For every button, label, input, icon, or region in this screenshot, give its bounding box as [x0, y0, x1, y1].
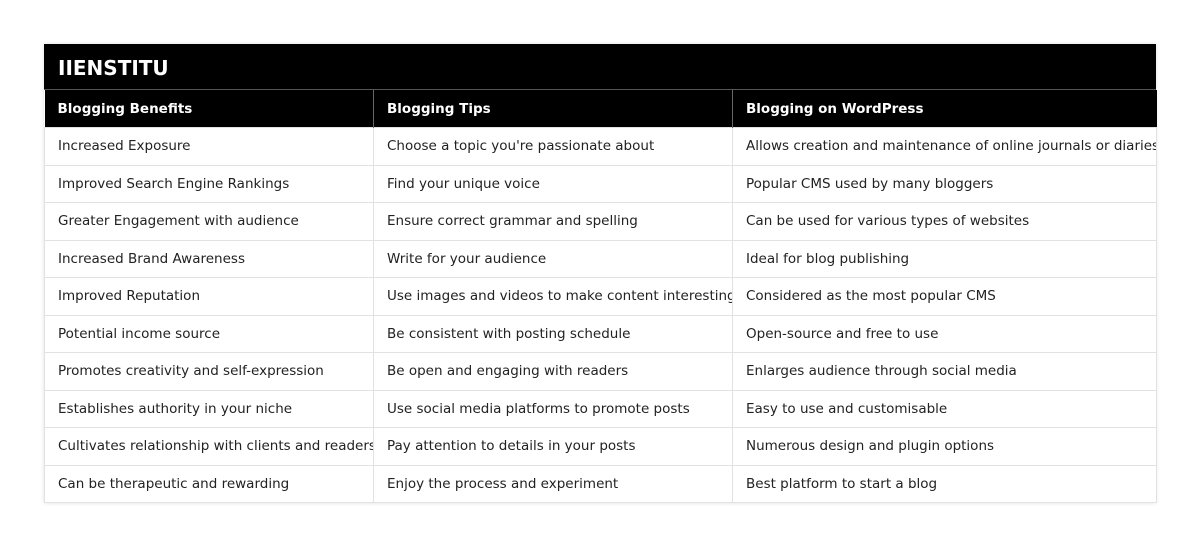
table-row: Establishes authority in your niche Use s… [44, 389, 1157, 428]
table-cell: Popular CMS used by many bloggers [732, 164, 1157, 203]
table-cell: Use images and videos to make content in… [373, 277, 733, 316]
table-row: Increased Brand Awareness Write for your … [44, 239, 1157, 278]
table-cell: Write for your audience [373, 239, 733, 278]
table-row: Greater Engagement with audience Ensure c… [44, 202, 1157, 241]
table-cell: Establishes authority in your niche [44, 389, 374, 428]
table-cell: Open-source and free to use [732, 314, 1157, 353]
table-cell: Be open and engaging with readers [373, 352, 733, 391]
table-cell: Ensure correct grammar and spelling [373, 202, 733, 241]
table-cell: Promotes creativity and self-expression [44, 352, 374, 391]
table-container: IIENSTITU Blogging Benefits Blogging Tip… [44, 44, 1157, 503]
table-cell: Pay attention to details in your posts [373, 427, 733, 466]
table-row: Potential income source Be consistent wit… [44, 314, 1157, 353]
table-row: Cultivates relationship with clients and… [44, 427, 1157, 466]
table-cell: Best platform to start a blog [732, 464, 1157, 503]
table-cell: Can be therapeutic and rewarding [44, 464, 374, 503]
table-cell: Can be used for various types of website… [732, 202, 1157, 241]
table-cell: Numerous design and plugin options [732, 427, 1157, 466]
table-cell: Greater Engagement with audience [44, 202, 374, 241]
data-table: Blogging Benefits Blogging Tips Blogging… [44, 90, 1157, 503]
table-cell: Increased Exposure [44, 127, 374, 166]
table-row: Improved Search Engine Rankings Find your… [44, 164, 1157, 203]
table-row: Improved Reputation Use images and videos… [44, 277, 1157, 316]
table-cell: Cultivates relationship with clients and… [44, 427, 374, 466]
table-cell: Choose a topic you're passionate about [373, 127, 733, 166]
column-header: Blogging on WordPress [732, 90, 1157, 128]
table-title: IIENSTITU [44, 44, 1156, 90]
table-row: Can be therapeutic and rewarding Enjoy th… [44, 464, 1157, 503]
table-cell: Use social media platforms to promote po… [373, 389, 733, 428]
table-cell: Enjoy the process and experiment [373, 464, 733, 503]
table-cell: Improved Search Engine Rankings [44, 164, 374, 203]
table-cell: Find your unique voice [373, 164, 733, 203]
table-cell: Allows creation and maintenance of onlin… [732, 127, 1157, 166]
table-cell: Ideal for blog publishing [732, 239, 1157, 278]
table-cell: Considered as the most popular CMS [732, 277, 1157, 316]
table-cell: Be consistent with posting schedule [373, 314, 733, 353]
table-cell: Improved Reputation [44, 277, 374, 316]
table-cell: Potential income source [44, 314, 374, 353]
table-cell: Enlarges audience through social media [732, 352, 1157, 391]
table-body: Increased Exposure Choose a topic you're … [44, 127, 1157, 503]
column-header: Blogging Benefits [44, 90, 374, 128]
column-header: Blogging Tips [373, 90, 733, 128]
header-row: Blogging Benefits Blogging Tips Blogging… [44, 90, 1157, 128]
table-row: Increased Exposure Choose a topic you're … [44, 127, 1157, 166]
table-cell: Easy to use and customisable [732, 389, 1157, 428]
table-cell: Increased Brand Awareness [44, 239, 374, 278]
table-row: Promotes creativity and self-expression B… [44, 352, 1157, 391]
